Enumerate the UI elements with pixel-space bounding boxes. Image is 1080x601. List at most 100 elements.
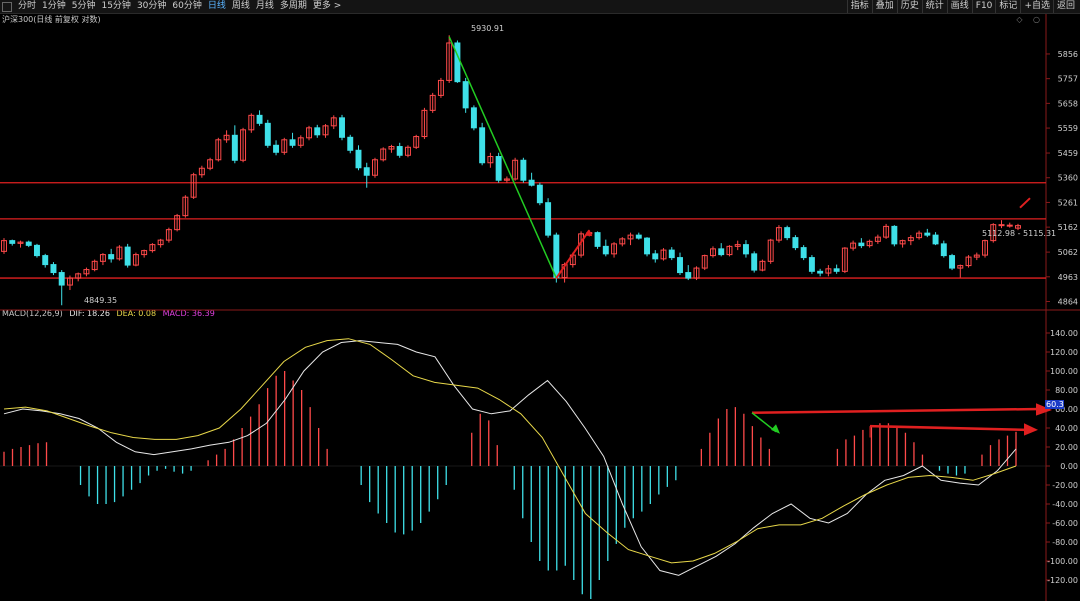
candle-body (66, 277, 73, 286)
pane-controls: ◇ ○ (1008, 15, 1040, 24)
candle-body (808, 257, 815, 272)
candle-body (1, 240, 7, 252)
candle-body (635, 234, 642, 239)
candle-body (306, 127, 312, 139)
candle-body (644, 237, 650, 255)
candle-body (545, 202, 552, 236)
candle-body (372, 159, 378, 176)
candle-body (124, 246, 131, 266)
tool-tab-7[interactable]: +自选 (1020, 0, 1053, 13)
tab-3[interactable]: 15分钟 (101, 1, 131, 11)
layout-toggle-icon[interactable] (2, 1, 12, 12)
tab-5[interactable]: 60分钟 (172, 1, 202, 11)
candle-body (17, 241, 24, 244)
macd-tick-label: 140.00 (1050, 329, 1078, 338)
candle-body (141, 250, 148, 256)
price-tick-label: 5658 (1058, 99, 1078, 108)
dea-value: DEA: 0.08 (116, 309, 157, 318)
candle-body (503, 178, 510, 181)
candle-body (751, 253, 758, 271)
candle-body (817, 270, 824, 274)
range-price-label: 5112.98 - 5115.31 (982, 229, 1057, 238)
candle-body (899, 240, 906, 245)
candle-body (264, 122, 271, 146)
tab-6[interactable]: 日线 (207, 1, 226, 11)
macd-tick-label: -120.00 (1047, 576, 1078, 585)
tool-tab-1[interactable]: 叠加 (871, 0, 897, 13)
symbol-label: 沪深300(日线 前复权 对数) (2, 15, 101, 24)
candle-body (907, 237, 914, 242)
macd-tick-label: 40.00 (1055, 424, 1078, 433)
candle-body (198, 167, 205, 176)
candle-body (973, 254, 980, 258)
candle-body (619, 238, 626, 245)
price-tick-label: 5459 (1058, 149, 1078, 158)
candle-body (75, 273, 82, 279)
candle-body (462, 81, 469, 109)
candle-body (396, 146, 403, 156)
price-tick-label: 5261 (1058, 198, 1078, 207)
candle-body (701, 255, 708, 269)
macd-value: MACD: 36.39 (162, 309, 215, 318)
candle-body (916, 232, 923, 239)
candle-body (347, 136, 354, 151)
tab-10[interactable]: 更多 > (312, 1, 342, 11)
candle-body (602, 245, 609, 255)
candle-body (767, 239, 774, 262)
tool-tab-3[interactable]: 统计 (921, 0, 947, 13)
candle-body (611, 243, 618, 255)
green-trend-line (448, 36, 558, 279)
candle-body (660, 249, 667, 260)
candle-body (825, 268, 832, 274)
candle-body (998, 224, 1005, 227)
candle-body (437, 79, 444, 96)
close-pane-icon[interactable]: ○ (1033, 15, 1040, 24)
tab-7[interactable]: 周线 (231, 1, 250, 11)
toolbar: 分时 1分钟 5分钟 15分钟 30分钟 60分钟 日线 周线 月线 多周期 更多 > 指标 叠加 历史… (0, 0, 1080, 14)
macd-red-arrow-upper (751, 407, 1041, 415)
price-tick-label: 4864 (1058, 298, 1078, 307)
candle-body (520, 159, 527, 181)
candle-body (710, 248, 716, 257)
candle-body (965, 256, 972, 267)
candle-body (718, 248, 725, 256)
red-mark-arrow (1019, 197, 1031, 209)
candle-body (990, 224, 997, 242)
candle-body (132, 254, 139, 266)
tool-tab-6[interactable]: 标记 (995, 0, 1020, 13)
expand-icon[interactable]: ◇ (1016, 15, 1023, 24)
chart-area[interactable]: 5856 5757 5658 5559 5459 5360 5261 5162 5062 4963… (0, 14, 1080, 601)
tool-tab-2[interactable]: 历史 (896, 0, 922, 13)
red-trend-arrow (555, 229, 591, 279)
candle-body (1015, 225, 1021, 229)
candle-body (256, 114, 263, 124)
price-tick-label: 5062 (1058, 248, 1078, 257)
macd-tick-label: 100.00 (1050, 367, 1078, 376)
candle-body (759, 260, 766, 271)
tab-2[interactable]: 5分钟 (71, 1, 96, 11)
candle-body (380, 148, 387, 161)
candle-body (800, 247, 807, 259)
tab-4[interactable]: 30分钟 (136, 1, 167, 11)
candle-body (273, 144, 280, 153)
price-tick-label: 4963 (1058, 273, 1078, 282)
tab-9[interactable]: 多周期 (279, 1, 307, 11)
candle-body (668, 249, 675, 259)
price-tick-label: 5360 (1058, 174, 1078, 183)
candle-body (784, 227, 791, 239)
tool-tab-0[interactable]: 指标 (846, 0, 872, 13)
tab-1[interactable]: 1分钟 (42, 1, 66, 11)
tab-0[interactable]: 分时 (18, 1, 37, 11)
tool-tab-4[interactable]: 画线 (946, 0, 972, 13)
candle-body (58, 272, 65, 286)
candle-body (108, 254, 115, 260)
macd-cursor-value: 60.3 (1045, 400, 1064, 409)
macd-tick-label: 0.00 (1060, 462, 1078, 471)
candle-body (322, 125, 329, 136)
tool-tab-8[interactable]: 返回 (1052, 0, 1078, 13)
candle-body (50, 264, 57, 274)
candle-body (512, 159, 519, 180)
tool-tab-5[interactable]: F10 (971, 0, 996, 13)
macd-tick-label: -60.00 (1052, 519, 1078, 528)
tab-8[interactable]: 月线 (255, 1, 274, 11)
